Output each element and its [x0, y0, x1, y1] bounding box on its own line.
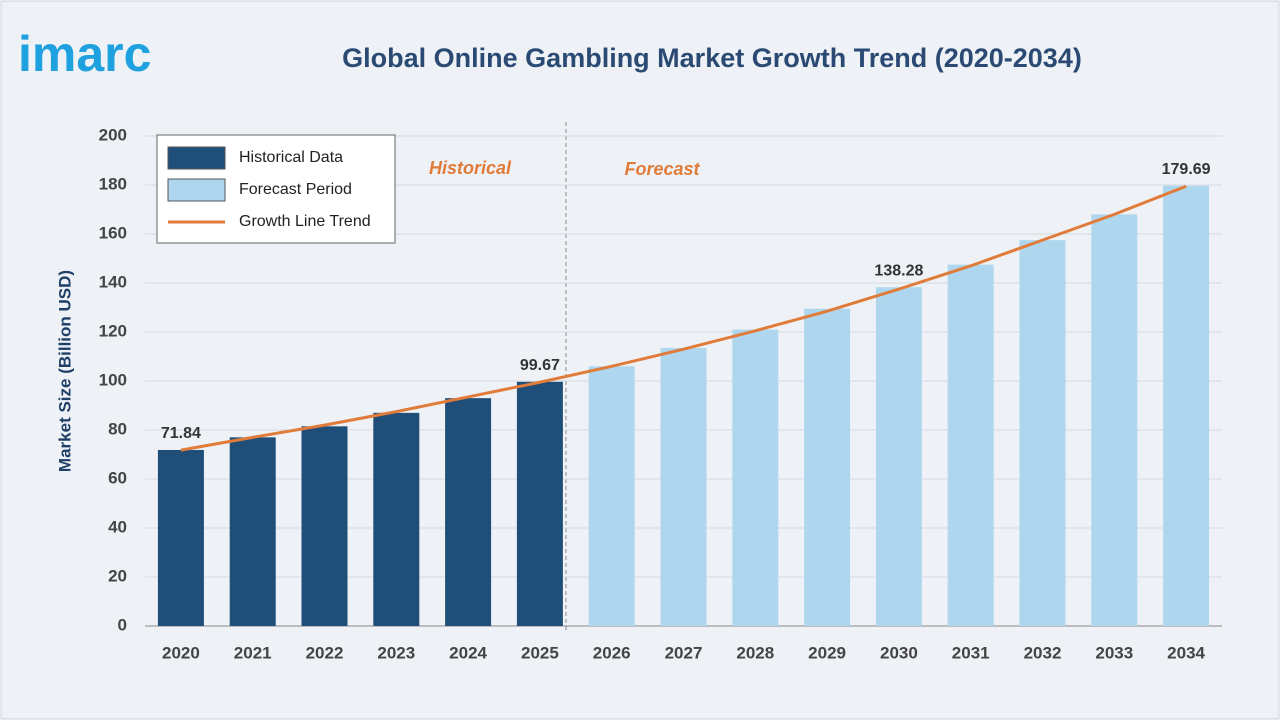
bar: [1019, 240, 1066, 626]
bar: [1091, 214, 1138, 626]
y-tick-label: 40: [108, 517, 127, 536]
bar: [732, 329, 779, 626]
y-tick-label: 180: [99, 174, 127, 193]
legend-label: Historical Data: [239, 149, 343, 166]
y-tick-label: 160: [99, 223, 127, 242]
x-tick-label: 2025: [521, 643, 559, 662]
x-tick-label: 2032: [1024, 643, 1062, 662]
x-tick-label: 2029: [808, 643, 846, 662]
x-tick-label: 2024: [449, 643, 487, 662]
x-tick-label: 2027: [665, 643, 703, 662]
y-axis-label: Market Size (Billion USD): [55, 270, 74, 472]
trend-line: [180, 184, 1187, 452]
x-tick-label: 2023: [377, 643, 415, 662]
annotation: Historical: [429, 158, 512, 178]
bar: [157, 449, 204, 626]
bar: [516, 381, 563, 626]
x-tick-label: 2022: [306, 643, 344, 662]
legend-swatch: [167, 146, 226, 170]
chart-title: Global Online Gambling Market Growth Tre…: [342, 43, 1082, 73]
bar: [1163, 185, 1210, 626]
legend-label: Forecast Period: [239, 181, 352, 198]
bar: [229, 437, 276, 626]
x-tick-label: 2033: [1095, 643, 1133, 662]
x-tick-label: 2028: [736, 643, 774, 662]
legend-swatch: [167, 178, 226, 202]
y-tick-label: 100: [99, 370, 127, 389]
annotation: Forecast: [624, 159, 700, 179]
data-label: 179.69: [1162, 161, 1211, 178]
bar: [804, 308, 851, 626]
y-tick-label: 20: [108, 566, 127, 585]
y-tick-label: 120: [99, 321, 127, 340]
data-label: 99.67: [520, 357, 560, 374]
x-tick-label: 2026: [593, 643, 631, 662]
y-tick-label: 140: [99, 272, 127, 291]
x-tick-label: 2030: [880, 643, 918, 662]
x-tick-label: 2034: [1167, 643, 1205, 662]
bar: [588, 366, 635, 626]
data-label: 138.28: [874, 262, 923, 279]
bar: [875, 287, 922, 626]
y-tick-label: 200: [99, 125, 127, 144]
y-tick-label: 0: [118, 615, 127, 634]
logo: imarc: [18, 26, 151, 82]
bar: [373, 412, 420, 626]
y-tick-label: 60: [108, 468, 127, 487]
legend-label: Growth Line Trend: [239, 213, 371, 230]
x-tick-label: 2020: [162, 643, 200, 662]
x-tick-label: 2021: [234, 643, 272, 662]
bar: [947, 264, 994, 626]
x-tick-label: 2031: [952, 643, 990, 662]
y-tick-label: 80: [108, 419, 127, 438]
bar: [445, 398, 492, 626]
bar: [660, 347, 707, 626]
data-label: 71.84: [161, 425, 201, 442]
bar: [301, 426, 348, 626]
